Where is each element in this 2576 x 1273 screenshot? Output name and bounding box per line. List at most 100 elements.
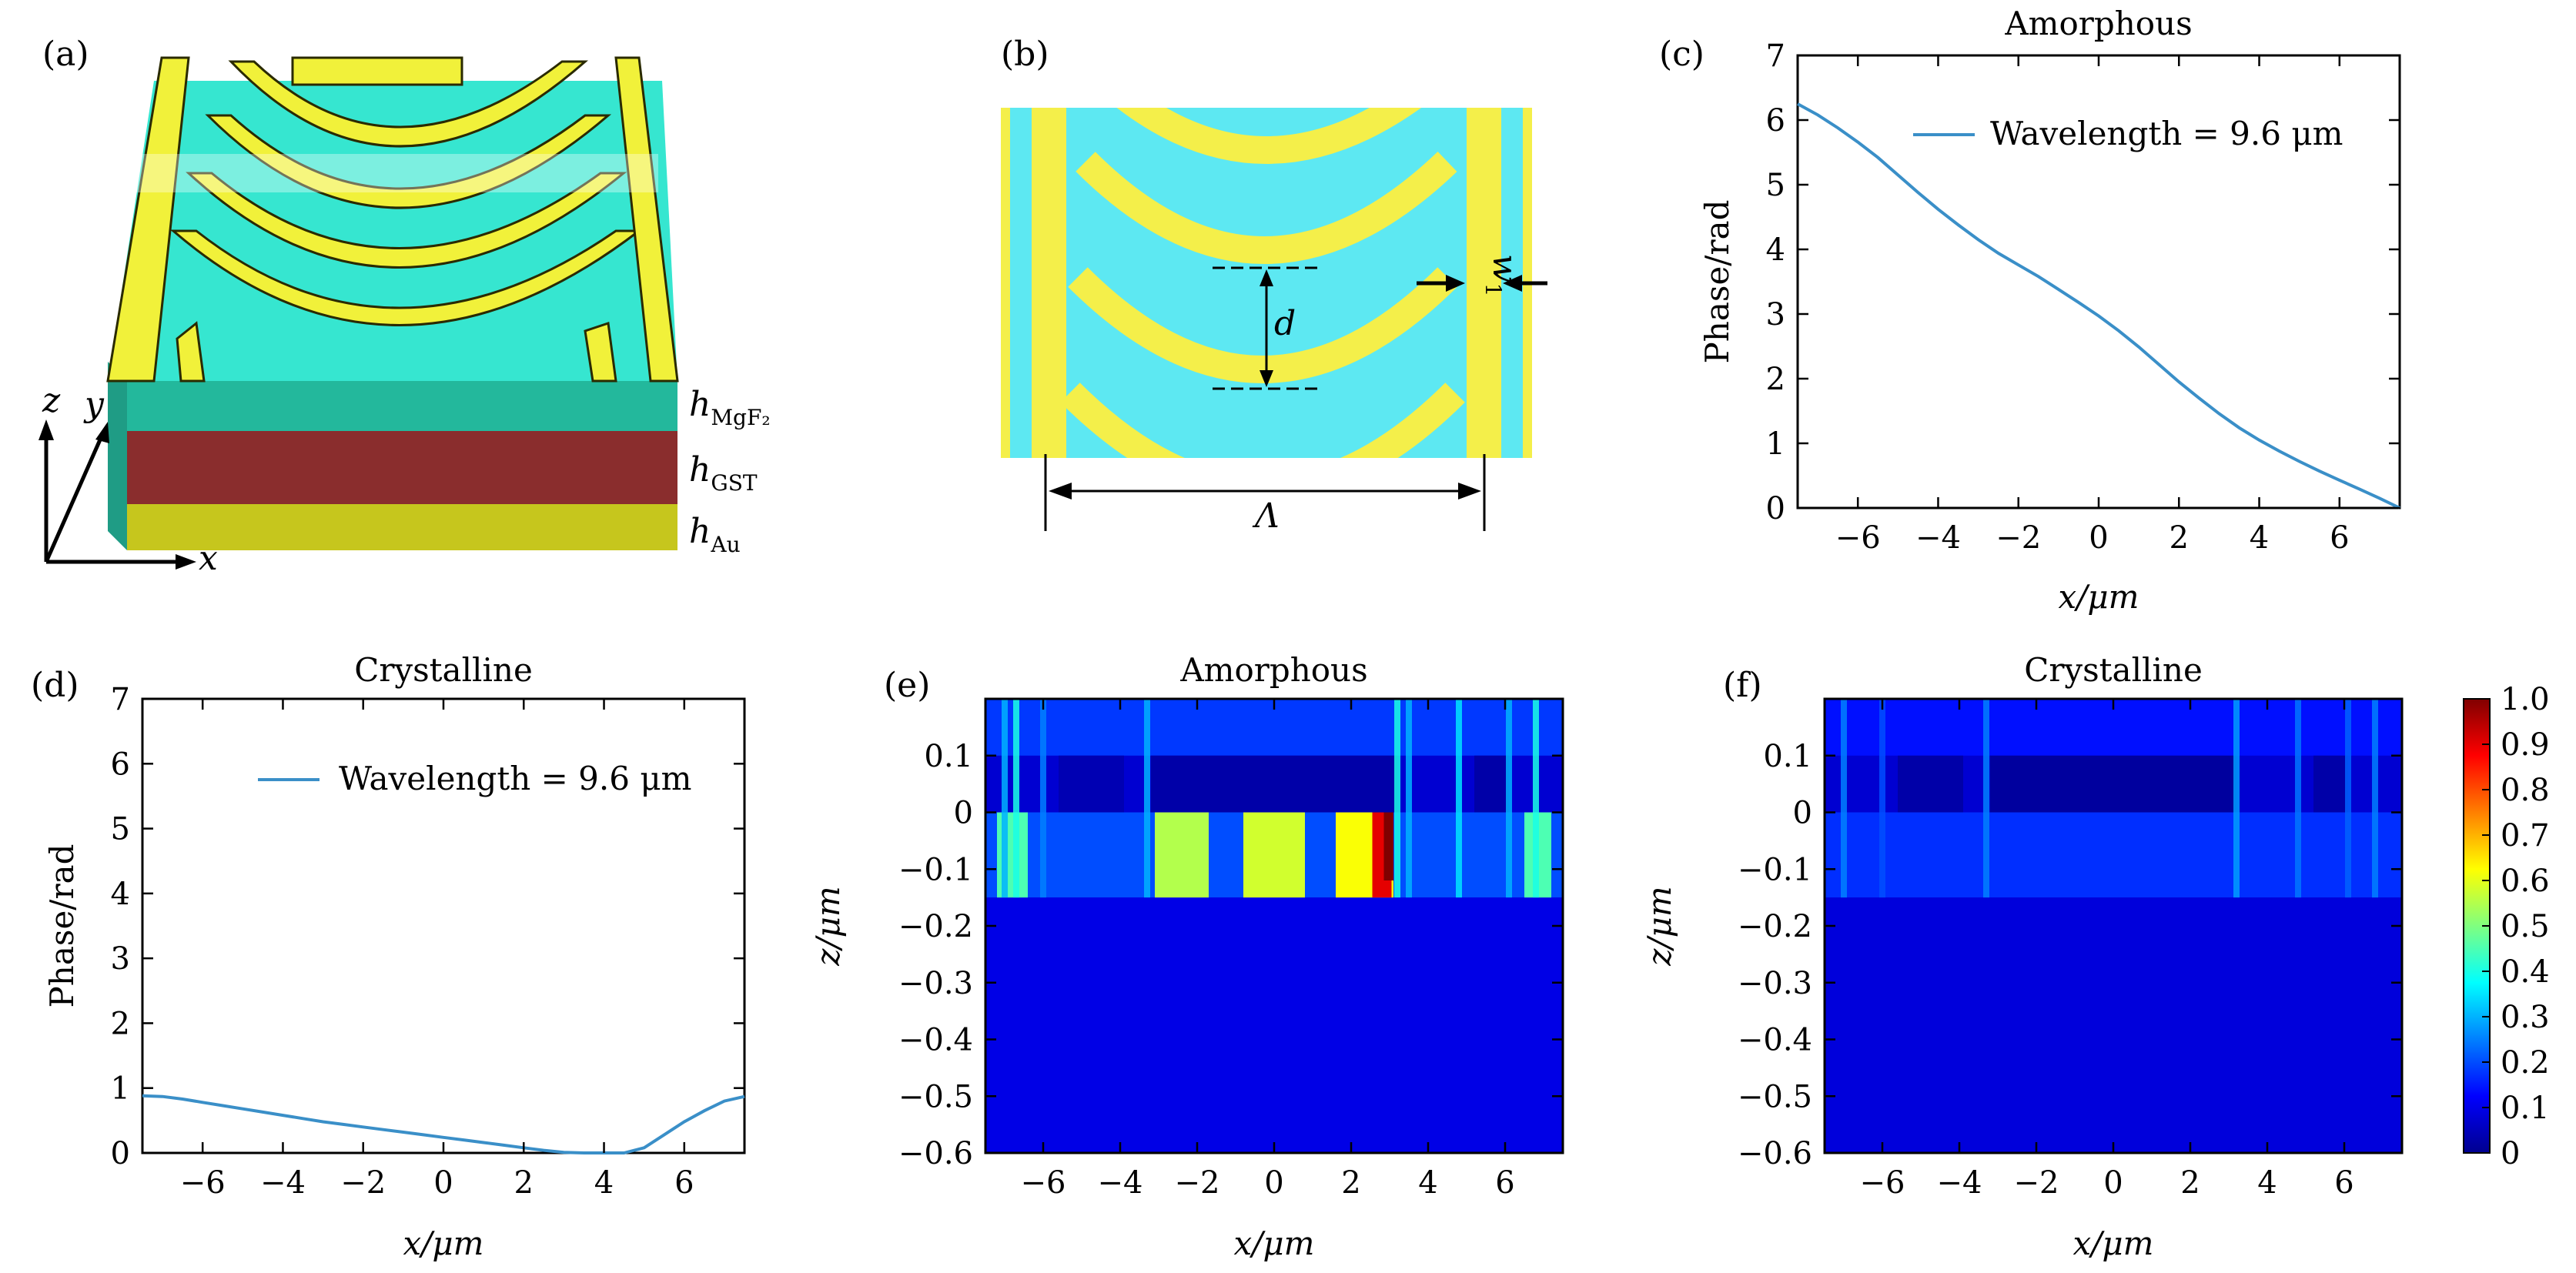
panel-e: (e) Amorphous −6 −4 −2 0 2 4 6 0.1 0 −0.1 −0.2 −0.3… [809,651,1564,1262]
x-tick-label: 6 [1495,1165,1514,1201]
y-tick-label: −0.4 [898,1023,973,1058]
y-tick-label: 7 [1766,38,1785,74]
panel-b: (b) d [1001,35,1547,536]
heatmap-band [1825,812,2402,898]
colorbar-ticks: 1.0 0.9 0.8 0.7 0.6 0.5 0.4 0.3 0.2 0.1 0 [2482,682,2550,1171]
y-tick-label: 0 [111,1136,130,1171]
coordinate-axes [38,419,196,570]
colorbar-tick-label: 0 [2501,1136,2520,1171]
chart-e-heatmap [985,699,1563,1153]
heatmap-streak [1456,699,1462,898]
y-tick-label: −0.6 [898,1136,973,1171]
x-tick-label: 0 [2089,520,2108,556]
left-stripe [106,56,190,383]
chart-d-xlabel: x/μm [403,1225,484,1262]
y-tick-label: −0.1 [898,852,973,887]
heatmap-streak [1406,699,1412,898]
x-tick-label: −4 [1937,1165,1982,1201]
front-block-left [176,321,206,383]
x-tick-label: −2 [1996,520,2041,556]
axis-label-z: z [42,381,61,420]
heatmap-cell [1990,755,2236,813]
colorbar-tick-label: 0.6 [2501,864,2550,899]
x-tick-label: −2 [2014,1165,2059,1201]
chart-e-xlabel: x/μm [1234,1225,1315,1262]
arc-ridge [228,60,588,148]
top-view-arc [1076,151,1457,264]
panel-d: (d) Crystalline −6 −4 −2 0 2 4 6 0 1 2 3 4 5 6 7 Wavel… [31,651,746,1262]
x-tick-label: 0 [433,1165,453,1201]
x-tick-label: 6 [2334,1165,2354,1201]
y-tick-label: 0 [1793,796,1812,831]
panel-a: (a) hMgF₂ hGST hAu [38,35,771,578]
layer-label-mgf2: hMgF₂ [689,385,771,430]
x-tick-label: 0 [2103,1165,2123,1201]
heatmap-streak [2295,699,2301,898]
mgf2-layer [127,381,677,431]
top-view-arc [1060,383,1465,458]
axis-label-x: x [199,539,218,578]
chart-d-title: Crystalline [354,651,533,689]
heatmap-streak [1144,699,1150,898]
panel-d-label: (d) [31,666,79,705]
chart-c-title: Amorphous [2004,5,2192,42]
axis-label-y: y [83,385,105,424]
top-view-stripe-edge-left [1001,108,1010,458]
chart-e-ylabel: z/μm [809,886,847,966]
panel-f-label: (f) [1723,666,1762,705]
x-tick-label: −4 [1098,1165,1143,1201]
arc-ridge [169,229,643,326]
colorbar-tick-label: 0.5 [2501,909,2550,944]
w1-marker [1417,275,1547,292]
heatmap-streak [2345,699,2351,898]
heatmap-streak [1013,699,1019,898]
front-block-right [584,322,617,383]
colorbar-tick-label: 0.2 [2501,1045,2550,1081]
y-tick-label: 7 [111,682,130,717]
gst-layer [127,431,677,504]
y-tick-label: −0.4 [1738,1023,1812,1058]
chart-d-marks [142,1094,745,1154]
x-tick-label: 4 [1418,1165,1437,1201]
y-tick-label: −0.3 [1738,966,1812,1001]
d-marker [1213,266,1320,390]
heatmap-streak [1841,699,1847,898]
x-tick-label: −4 [260,1165,306,1201]
y-tick-label: 0 [1766,491,1785,526]
x-tick-label: −2 [340,1165,386,1201]
panel-c: (c) Amorphous −6 −4 −2 0 2 4 6 0 1 2 3 4 5 6 7 Wavelen… [1659,5,2401,616]
heatmap-band [1825,897,2402,1153]
colorbar-tick-label: 0.3 [2501,1000,2550,1035]
y-tick-label: −0.2 [1738,909,1812,944]
heatmap-streak [1002,699,1008,898]
heatmap-cell [1474,755,1509,813]
arc-ridge [205,114,612,209]
chart-d-ticks: −6 −4 −2 0 2 4 6 0 1 2 3 4 5 6 7 [111,682,744,1201]
mgf2-left-side [108,362,127,550]
y-tick-label: 4 [111,877,130,912]
panel-f: (f) Crystalline −6 −4 −2 0 2 4 6 0.1 0 −0.1 −0.2 −0… [1641,651,2404,1262]
y-tick-label: −0.3 [898,966,973,1001]
heatmap-streak [2233,699,2240,898]
y-tick-label: −0.2 [898,909,973,944]
heatmap-streak [1533,699,1539,898]
arc-ridge [291,56,463,86]
x-tick-label: 4 [594,1165,614,1201]
y-tick-label: −0.1 [1738,852,1812,887]
x-tick-label: 6 [674,1165,694,1201]
heatmap-cell [1243,812,1305,898]
x-tick-label: 2 [514,1165,534,1201]
x-tick-label: −2 [1175,1165,1220,1201]
x-tick-label: 4 [2257,1165,2277,1201]
heatmap-streak [1506,699,1512,898]
series-line [1797,102,2400,510]
y-tick-label: 2 [111,1006,130,1041]
w1-label: w1 [1480,254,1524,297]
heatmap-streak [1394,699,1400,898]
x-tick-label: 0 [1264,1165,1283,1201]
y-tick-label: 1 [111,1071,130,1107]
chart-f-xlabel: x/μm [2073,1225,2154,1262]
x-tick-label: 4 [2250,520,2269,556]
heatmap-streak [1040,699,1046,898]
chart-c-ticks: −6 −4 −2 0 2 4 6 0 1 2 3 4 5 6 7 [1766,38,2400,556]
